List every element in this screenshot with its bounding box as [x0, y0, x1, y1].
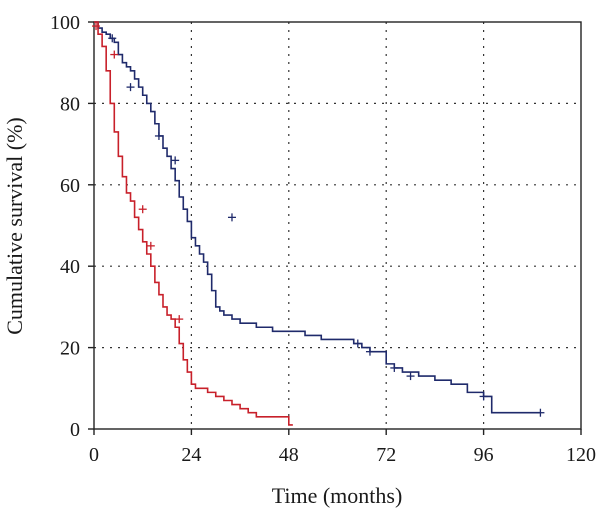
y-tick-label: 80 [60, 93, 80, 115]
censor-mark [108, 34, 117, 43]
censor-mark [365, 347, 374, 356]
censor-mark [175, 315, 184, 324]
censor-mark [353, 339, 362, 348]
x-tick-label: 48 [279, 444, 299, 466]
x-tick-label: 120 [566, 444, 596, 466]
survival-curve-1 [94, 21, 541, 414]
censor-mark [146, 241, 155, 250]
x-axis-title: Time (months) [272, 483, 403, 508]
censor-mark [126, 83, 135, 92]
censor-mark [110, 50, 119, 59]
x-tick-label: 72 [376, 444, 396, 466]
censor-mark [171, 156, 180, 165]
y-tick-label: 40 [60, 256, 80, 278]
censor-mark [479, 392, 488, 401]
x-tick-label: 96 [474, 444, 494, 466]
y-tick-label: 100 [50, 12, 80, 34]
survival-curve-2 [94, 21, 293, 426]
axis-ticks: 0 24 48 72 96 120 0 20 40 60 80 100 [50, 12, 596, 466]
censor-mark [536, 408, 545, 417]
y-tick-label: 60 [60, 175, 80, 197]
grid [94, 22, 581, 429]
y-tick-label: 0 [70, 419, 80, 441]
curves [94, 21, 541, 426]
x-tick-label: 0 [89, 444, 99, 466]
censor-mark [92, 22, 101, 31]
plot-frame [93, 21, 582, 430]
censor-mark [227, 213, 236, 222]
y-tick-label: 20 [60, 338, 80, 360]
censor-mark [138, 205, 147, 214]
censor-mark [390, 363, 399, 372]
censor-mark [154, 131, 163, 140]
censor-mark [406, 372, 415, 381]
y-axis-title: Cumulative survival (%) [2, 117, 27, 335]
censor-marks [92, 22, 545, 417]
x-tick-label: 24 [181, 444, 201, 466]
